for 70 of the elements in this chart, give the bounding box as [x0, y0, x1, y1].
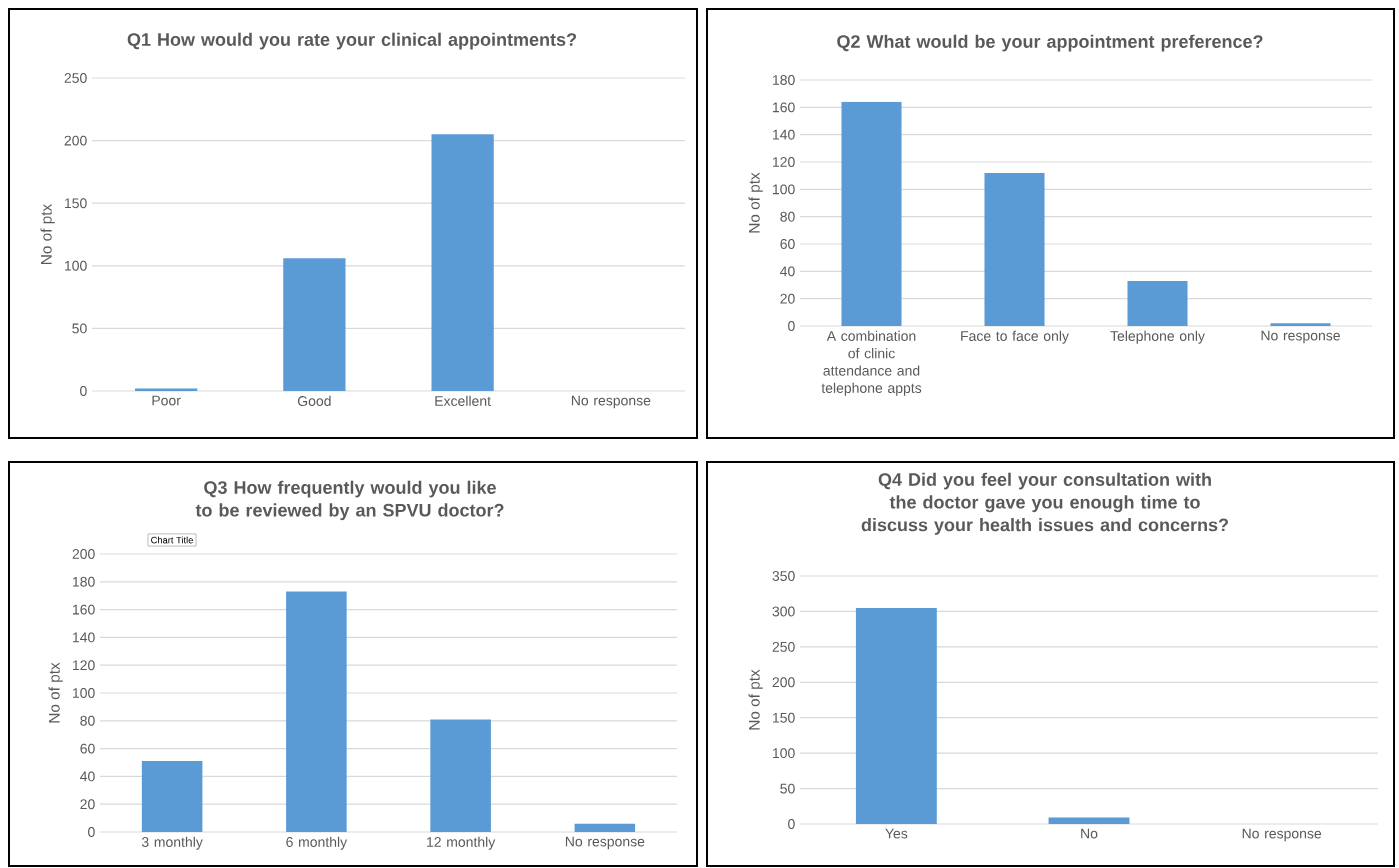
y-tick-label: 200 — [72, 549, 95, 559]
x-tick-label: No response — [1261, 330, 1340, 344]
y-tick-label: 20 — [80, 799, 95, 810]
y-tick-label: 40 — [780, 266, 795, 277]
x-tick-label: Telephone only — [1110, 330, 1205, 344]
y-tick-label: 60 — [780, 239, 795, 249]
y-tick-label: 20 — [780, 293, 795, 304]
y-axis-title: No of ptx — [748, 669, 763, 730]
y-tick-label: 80 — [80, 715, 95, 726]
x-tick-label: No response — [571, 395, 651, 409]
y-tick-label: 200 — [64, 135, 87, 146]
bar — [134, 388, 198, 391]
y-axis-title: No of ptx — [40, 203, 55, 264]
y-tick-label: 0 — [80, 386, 87, 396]
x-tick-label: Poor — [152, 395, 181, 406]
y-tick-label: 120 — [73, 660, 95, 671]
y-tick-label: 50 — [72, 323, 87, 334]
y-tick-label: 150 — [65, 198, 87, 209]
y-tick-label: 100 — [65, 260, 87, 271]
bar — [141, 761, 203, 832]
x-tick-label: 6 monthly — [286, 836, 348, 850]
y-tick-label: 250 — [64, 73, 87, 83]
x-tick-label: Good — [297, 395, 331, 406]
y-tick-label: 200 — [772, 677, 795, 688]
y-tick-label: 350 — [772, 571, 795, 581]
y-axis-title: No of ptx — [748, 172, 763, 233]
y-tick-label: 60 — [80, 743, 95, 754]
y-axis-title: No of ptx — [48, 662, 63, 723]
y-tick-label: 150 — [773, 712, 795, 723]
bar — [283, 258, 346, 391]
y-tick-label: 50 — [780, 783, 795, 794]
y-tick-label: 160 — [773, 102, 795, 113]
y-tick-label: 120 — [773, 157, 795, 167]
x-tick-label: No response — [1242, 828, 1322, 842]
bar — [1127, 280, 1188, 326]
y-tick-label: 100 — [773, 184, 795, 195]
text: Chart Title — [151, 536, 193, 544]
bar — [984, 172, 1045, 326]
bar — [431, 134, 494, 391]
y-tick-label: 40 — [80, 771, 95, 782]
y-tick-label: 140 — [73, 632, 95, 643]
bar — [841, 101, 902, 326]
bar — [430, 719, 491, 832]
x-tick-label: Yes — [885, 828, 908, 839]
y-tick-label: 0 — [788, 819, 795, 829]
x-tick-label: 3 monthly — [141, 836, 203, 850]
chart-title: Q1 How would you rate your clinical appointments? — [127, 32, 577, 50]
x-tick-label: 12 monthly — [427, 836, 496, 850]
y-tick-label: 100 — [73, 688, 95, 698]
bar — [574, 823, 636, 832]
y-tick-label: 250 — [772, 641, 795, 652]
y-tick-label: 160 — [73, 604, 95, 615]
x-tick-label: No — [1081, 828, 1098, 839]
bar — [1270, 323, 1331, 326]
chart-title: Q4 Did you feel your consultation with the doctor gave you enough time to discuss your health issues and concerns? — [861, 472, 1229, 535]
x-tick-label: A combination of clinic attendance and telephone appts — [821, 330, 922, 396]
y-tick-label: 140 — [773, 129, 795, 140]
chart-title: Q2 What would be your appointment preference? — [837, 34, 1263, 52]
y-tick-label: 80 — [780, 211, 795, 222]
bar — [286, 591, 347, 832]
y-tick-label: 300 — [772, 606, 795, 617]
y-tick-label: 100 — [773, 748, 795, 759]
x-tick-label: Face to face only — [961, 330, 1069, 344]
chart-title: Q3 How frequently would you like to be reviewed by an SPVU doctor? — [195, 480, 504, 521]
y-tick-label: 180 — [773, 75, 795, 85]
y-tick-label: 0 — [88, 827, 95, 837]
x-tick-label: No response — [565, 836, 645, 850]
y-tick-label: 0 — [788, 321, 795, 331]
y-tick-label: 180 — [73, 576, 95, 587]
x-tick-label: Excellent — [435, 395, 491, 406]
